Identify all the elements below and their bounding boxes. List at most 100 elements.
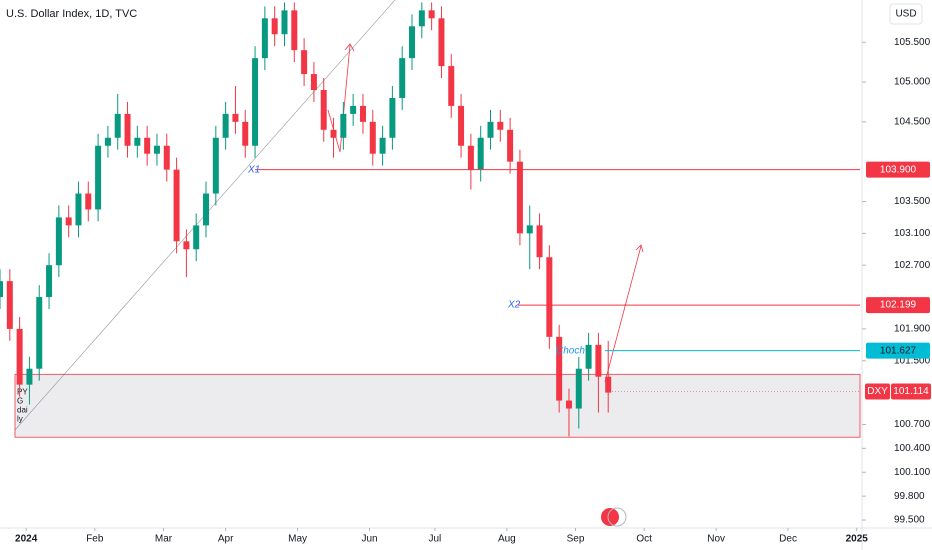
candle-body <box>487 121 494 138</box>
price-tag <box>891 383 931 400</box>
candle-body <box>359 105 366 122</box>
price-tag <box>866 342 930 359</box>
note-text: PY <box>17 387 28 396</box>
candle-body <box>526 225 533 234</box>
candle-body <box>114 113 121 138</box>
x-tick-label: Nov <box>707 534 725 545</box>
y-tick-label: 102.700 <box>894 260 931 271</box>
candle-body <box>291 10 298 51</box>
x-tick-label: Mar <box>155 534 173 545</box>
flag-icon-ring[interactable] <box>607 507 627 527</box>
candle-body <box>605 376 612 393</box>
price-tag-label: 101.627 <box>880 345 917 356</box>
x-tick-label: Jun <box>361 534 377 545</box>
level-name: Choch <box>556 345 585 356</box>
candle-body <box>183 241 190 250</box>
note-text: G <box>17 396 23 405</box>
y-tick-label: 101.500 <box>894 355 931 366</box>
candle-body <box>203 193 210 226</box>
y-tick-label: 101.900 <box>894 324 931 335</box>
candle-body <box>546 257 553 337</box>
candle-body <box>301 50 308 75</box>
candle-body <box>379 137 386 154</box>
candle-body <box>193 225 200 250</box>
currency[interactable]: USD <box>895 9 916 20</box>
candle-body <box>232 113 239 122</box>
candle-body <box>418 10 425 27</box>
candle-body <box>497 121 504 130</box>
flag-icon[interactable] <box>601 508 619 526</box>
price-tag-label: 103.900 <box>880 164 917 175</box>
arrow-path <box>604 245 642 383</box>
zone-box <box>14 373 861 438</box>
candle-body <box>556 336 563 401</box>
symbol-tag <box>865 383 890 400</box>
x-tick-label: Oct <box>636 534 652 545</box>
candle-body <box>46 265 53 298</box>
candle-body <box>330 129 337 138</box>
y-tick-label: 103.100 <box>894 228 931 239</box>
arrow-head <box>635 244 644 253</box>
price-tag-label: 101.114 <box>893 386 929 397</box>
candle-body <box>350 105 357 114</box>
candle-body <box>144 137 151 154</box>
note-text: dai <box>17 405 28 414</box>
candle-body <box>95 145 102 210</box>
candle-body <box>409 26 416 59</box>
symbol-tag-label: DXY <box>867 386 888 397</box>
candle-body <box>448 66 455 106</box>
price-tag <box>866 297 930 314</box>
price-tag-label: 102.199 <box>880 300 917 311</box>
events-icon[interactable] <box>601 507 627 527</box>
y-tick-label: 103.500 <box>894 196 931 207</box>
candle-body <box>477 137 484 170</box>
candle-body <box>261 18 268 59</box>
candle-body <box>6 281 13 329</box>
note-text: ly <box>17 414 23 423</box>
candle-body <box>389 97 396 138</box>
candle-body <box>320 89 327 130</box>
candle-body <box>163 145 170 170</box>
y-tick-label: 105.000 <box>894 77 931 88</box>
candle-body <box>271 18 278 35</box>
candle-body <box>0 281 3 298</box>
candle-body <box>85 193 92 210</box>
candle-body <box>565 400 572 409</box>
x-tick-label: 2024 <box>15 534 38 545</box>
x-tick-label: Feb <box>86 534 104 545</box>
level-name: X1 <box>247 164 260 175</box>
x-tick-label: 2025 <box>846 534 869 545</box>
chart-title: U.S. Dollar Index, 1D, TVC <box>6 8 137 20</box>
candle-body <box>575 368 582 409</box>
candle-body <box>536 225 543 258</box>
x-tick-label: Apr <box>218 534 234 545</box>
arrow-path <box>327 44 351 153</box>
candle-body <box>153 145 160 154</box>
candle-body <box>585 344 592 369</box>
candle-body <box>507 129 514 162</box>
y-tick-label: 99.500 <box>894 515 925 526</box>
candle-body <box>16 328 23 385</box>
candle-body <box>438 18 445 67</box>
candle-body <box>516 161 523 234</box>
y-tick-label: 100.100 <box>894 467 931 478</box>
candle-body <box>26 368 33 385</box>
x-tick-label: Aug <box>498 534 516 545</box>
candle-body <box>595 344 602 377</box>
y-tick-label: 100.700 <box>894 419 931 430</box>
candle-body <box>55 217 62 266</box>
candle-body <box>467 145 474 170</box>
candle-body <box>173 169 180 242</box>
candle-body <box>281 10 288 35</box>
candle-body <box>399 58 406 98</box>
candle-body <box>104 137 111 146</box>
arrow-head <box>344 43 355 52</box>
currency-button[interactable] <box>889 3 923 25</box>
x-tick-label: May <box>288 534 307 545</box>
x-tick-label: Dec <box>779 534 797 545</box>
candle-body <box>36 297 43 369</box>
candle-body <box>75 193 82 226</box>
candle-body <box>134 137 141 146</box>
candle-body <box>242 121 249 146</box>
